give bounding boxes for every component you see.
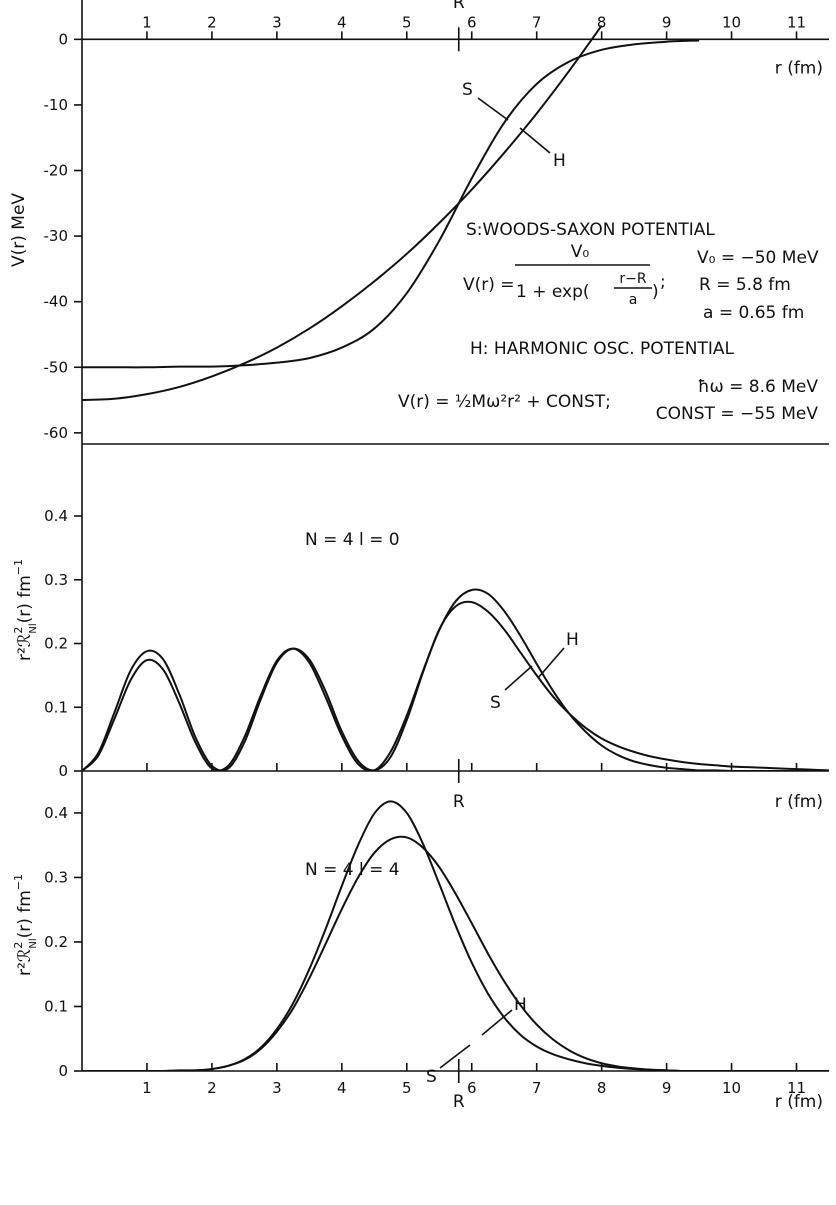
y-tick-label: 0.1 [44,698,68,716]
y-axis-label-part: (r) fm [15,890,35,938]
formula: V(r) = ½Mω²r² + CONST; [398,392,611,412]
panel-title: N = 4 l = 4 [305,860,400,880]
formula: ) [652,282,659,302]
formula: 1 + exp( [516,282,590,302]
x-axis-label: r (fm) [775,792,823,812]
data-line [82,835,829,1071]
x-tick-label: 7 [532,1079,542,1097]
y-tick-label: -20 [44,162,69,180]
leader-line [477,97,509,121]
y-tick-label: 0.2 [44,635,68,653]
x-tick-label: 5 [402,1079,412,1097]
y-tick-label: -50 [44,358,69,376]
x-tick-label: 1 [142,1079,152,1097]
y-tick-label: -40 [44,293,69,311]
x-tick-label: 8 [597,13,607,31]
leader-line [504,665,533,691]
x-tick-label: 4 [337,13,347,31]
x-tick-label: 8 [597,1079,607,1097]
y-tick-label: 0.4 [44,804,68,822]
y-tick-label: 0 [58,762,68,780]
y-axis-label-part: −1 [12,559,25,575]
formula: a [629,292,638,308]
y-axis-label: r²ℛ2 Nl(r) fm−1 [12,559,39,661]
x-tick-label: 4 [337,1079,347,1097]
y-tick-label: -30 [44,227,69,245]
data-line [82,800,829,1071]
annotation: S:WOODS-SAXON POTENTIAL [466,220,715,240]
series-label: S [462,80,473,100]
data-line [82,39,700,369]
formula: V(r) = [463,275,515,295]
x-tick-label: 11 [787,13,806,31]
x-tick-label: 7 [532,13,542,31]
parameter: R = 5.8 fm [699,275,791,295]
y-axis-label-part: 2 [12,627,25,634]
r-marker-label: R [453,0,465,13]
panel-title: N = 4 l = 0 [305,530,400,550]
formula: r−R [619,271,646,287]
data-line [82,588,829,771]
r-marker-label: R [453,792,465,812]
series-label: S [426,1067,437,1087]
y-tick-label: -60 [44,424,69,442]
parameter: a = 0.65 fm [703,303,804,323]
leader-line [519,127,551,154]
parameter: ħω = 8.6 MeV [698,377,819,397]
y-axis-label-part: r²ℛ [15,949,35,976]
parameter: CONST = −55 MeV [656,404,819,424]
y-tick-label: 0.1 [44,997,68,1015]
y-tick-label: 0 [58,30,68,48]
y-axis-label-part: −1 [12,874,25,890]
x-axis-label: r (fm) [775,58,823,78]
y-tick-label: 0.4 [44,507,68,525]
leader-line [439,1044,471,1069]
y-axis-label: V(r) MeV [9,193,29,267]
x-tick-label: 3 [272,1079,282,1097]
y-axis-label-part: Nl [28,938,39,948]
data-line [82,24,603,402]
y-axis-label-part: 2 [12,942,25,949]
formula: V₀ [571,242,590,262]
x-tick-label: 3 [272,13,282,31]
y-tick-label: 0.2 [44,933,68,951]
leader-line [481,1009,513,1036]
x-tick-label: 10 [722,13,741,31]
x-tick-label: 6 [467,13,477,31]
y-axis-label-part: (r) fm [15,575,35,623]
x-tick-label: 6 [467,1079,477,1097]
annotation: H: HARMONIC OSC. POTENTIAL [470,339,735,359]
y-tick-label: 0.3 [44,571,68,589]
y-tick-label: 0 [58,1062,68,1080]
x-tick-label: 5 [402,13,412,31]
y-tick-label: 0.3 [44,868,68,886]
series-label: H [553,151,566,171]
formula: ; [660,272,666,292]
y-axis-label: r²ℛ2 Nl(r) fm−1 [12,874,39,976]
series-label: S [490,693,501,713]
x-tick-label: 2 [207,1079,217,1097]
x-tick-label: 9 [662,1079,672,1097]
x-tick-label: 1 [142,13,152,31]
y-axis-label-part: Nl [28,623,39,633]
y-axis-label-part: r²ℛ [15,634,35,661]
y-tick-label: -10 [44,96,69,114]
r-marker-label: R [453,1092,465,1112]
x-tick-label: 10 [722,1079,741,1097]
x-tick-label: 9 [662,13,672,31]
parameter: V₀ = −50 MeV [697,248,819,268]
x-tick-label: 11 [787,1079,806,1097]
series-label: H [566,630,579,650]
x-tick-label: 2 [207,13,217,31]
data-line [82,600,829,771]
x-axis-label: r (fm) [775,1092,823,1112]
